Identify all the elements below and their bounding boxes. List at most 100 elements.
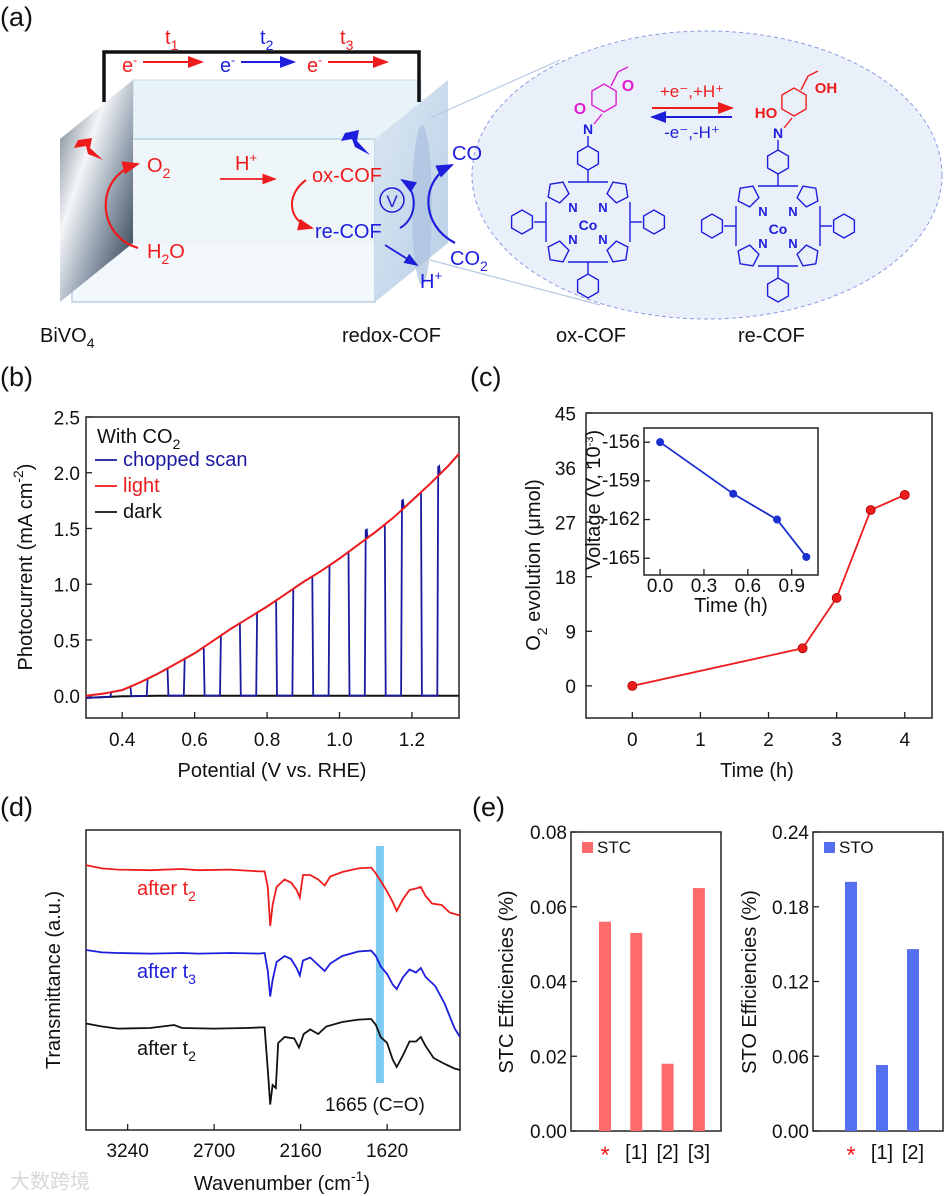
series-light xyxy=(85,453,460,697)
bar xyxy=(630,932,643,1131)
d-ylabel: Transmittance (a.u.) xyxy=(43,891,65,1069)
bond xyxy=(800,75,809,91)
pyrrole-icon xyxy=(547,240,570,263)
redox-cof-label: redox-COF xyxy=(342,325,441,347)
ox-cof-structure-label: ox-COF xyxy=(556,325,626,347)
category-label: [1] xyxy=(625,1142,647,1164)
re-cof-structure-label: re-COF xyxy=(738,325,805,347)
y-tick-label: 0.08 xyxy=(530,823,567,844)
y-tick-label: 27 xyxy=(555,513,576,534)
y-tick-label: -156 xyxy=(602,432,640,453)
cof-spot xyxy=(412,125,432,285)
data-point xyxy=(865,505,876,515)
data-point xyxy=(627,680,638,691)
y-tick-label: 0.06 xyxy=(772,1047,809,1068)
light-bolt-blue-icon xyxy=(341,130,370,155)
pyrrole-icon xyxy=(547,181,570,204)
spectrum-label: after t3 xyxy=(137,961,196,987)
voltage-circle-icon xyxy=(379,187,405,213)
y-tick-label: 2.0 xyxy=(54,464,80,485)
d-xlabel: Wavenumber (cm-1) xyxy=(194,1168,370,1195)
legend-swatch xyxy=(824,842,835,853)
y-tick-label: 0.12 xyxy=(772,973,809,994)
voltage-symbol: V xyxy=(386,192,398,211)
ring-icon xyxy=(832,213,856,239)
y-tick-label: 36 xyxy=(555,459,576,480)
bivo4-electrode xyxy=(60,80,133,302)
chart-o2-evolution: 0 1 2 3 4 0 9 18 27 36 45 0.0 0.3 0.6 0.9 -156 -159 -162 -… xyxy=(555,404,933,751)
bond xyxy=(783,117,793,129)
electron-label-3: e- xyxy=(307,53,322,77)
backward-reaction-label: -e⁻,-H⁺ xyxy=(664,123,720,142)
x-tick-label: 0.0 xyxy=(647,576,673,597)
bond xyxy=(610,71,619,87)
y-tick-label: 0.02 xyxy=(530,1047,567,1068)
category-label: [1] xyxy=(871,1142,893,1164)
zoom-line-top xyxy=(429,59,561,119)
c-ylabel: O2 evolution (μmol) xyxy=(523,479,550,651)
pyrrole-icon xyxy=(606,240,629,263)
atom-label: N xyxy=(758,204,767,219)
y-tick-label: 45 xyxy=(555,404,576,425)
panel-label-a: (a) xyxy=(0,2,33,32)
c-plot-frame xyxy=(585,412,933,719)
y-tick-label: 2.5 xyxy=(54,408,80,429)
x-tick-label: 0.6 xyxy=(735,576,761,597)
panel-label-c: (c) xyxy=(470,362,501,392)
data-point xyxy=(797,643,808,654)
b-plot-frame xyxy=(85,416,460,719)
legend-label: dark xyxy=(123,501,163,523)
d-plot-frame xyxy=(85,829,461,1131)
x-tick-label: 2 xyxy=(763,730,774,751)
ring-icon xyxy=(510,209,534,235)
bivo4-label: BiVO4 xyxy=(40,325,95,351)
bar xyxy=(599,921,611,1131)
y-tick-label: 1.5 xyxy=(54,520,80,541)
ring-icon xyxy=(700,213,724,239)
x-tick-label: 0.4 xyxy=(109,730,136,751)
inset-data-point xyxy=(656,438,665,447)
y-tick-label: -165 xyxy=(602,548,640,569)
o2-label: O2 xyxy=(147,155,171,181)
bar xyxy=(907,949,919,1131)
light-bolt-red-icon xyxy=(74,138,103,160)
panel-label-b: (b) xyxy=(0,362,33,392)
y-tick-label: 0.00 xyxy=(772,1122,809,1143)
x-tick-label: 4 xyxy=(899,730,910,751)
spectrum-label: after t2 xyxy=(137,1038,196,1064)
y-tick-label: 0.24 xyxy=(772,823,809,844)
x-tick-label: 0.3 xyxy=(691,576,717,597)
y-tick-label: 0 xyxy=(565,677,576,698)
atom-label: Co xyxy=(769,221,788,237)
y-tick-label: 9 xyxy=(565,623,576,644)
ring-icon xyxy=(591,83,617,113)
zoom-ellipse xyxy=(471,30,943,320)
ring-icon xyxy=(766,277,790,303)
pyrrole-icon xyxy=(796,185,819,208)
pyrrole-icon xyxy=(606,181,629,204)
inset-data-point xyxy=(773,515,782,524)
zoom-line-bottom xyxy=(429,259,601,306)
proton-release-arrow xyxy=(384,244,419,266)
co2-reduction-arrow xyxy=(427,164,456,244)
ring-icon xyxy=(576,273,600,299)
data-point xyxy=(899,489,910,500)
ir-spectrum-2 xyxy=(85,949,461,1038)
atom-label: N xyxy=(788,236,797,251)
x-tick-label: 1 xyxy=(695,730,706,751)
y-tick-label: 0.04 xyxy=(530,973,567,994)
y-tick-label: 0.5 xyxy=(54,631,80,652)
chart-sto-efficiency: 0.00 0.06 0.12 0.18 0.24 * [1] [2] STO xyxy=(772,823,944,1169)
y-tick-label: -159 xyxy=(602,470,640,491)
category-label: [2] xyxy=(902,1142,924,1164)
x-tick-label: 0 xyxy=(627,730,638,751)
inset-data-point xyxy=(729,489,738,498)
b-xlabel: Potential (V vs. RHE) xyxy=(178,760,367,782)
y-tick-label: 0.00 xyxy=(530,1122,567,1143)
inset-data-point xyxy=(802,552,811,561)
ring-icon xyxy=(642,209,666,235)
legend-swatch xyxy=(582,842,593,853)
proton-label-2: H+ xyxy=(420,268,442,293)
